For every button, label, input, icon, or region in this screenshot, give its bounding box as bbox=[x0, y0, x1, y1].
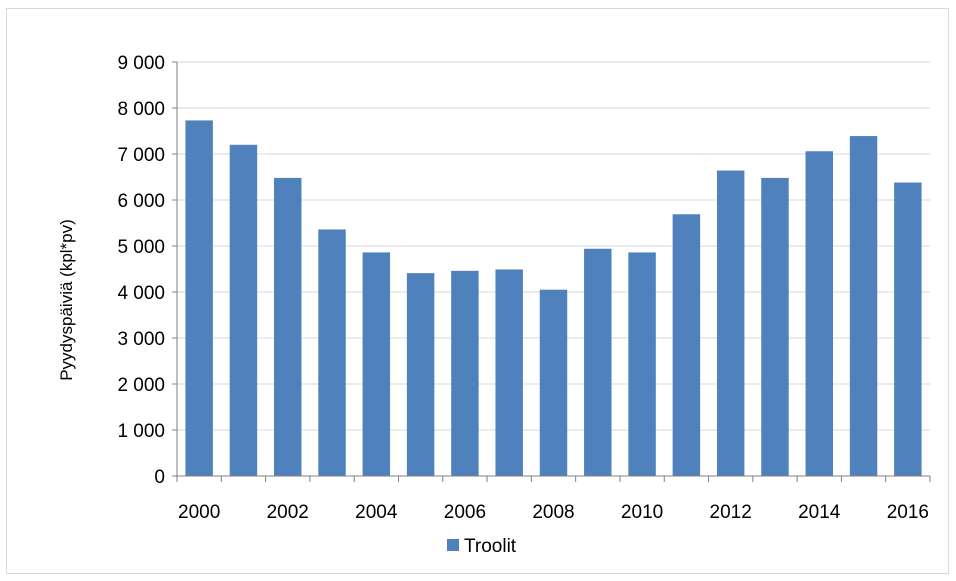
legend-label: Troolit bbox=[464, 536, 517, 557]
y-tick-label: 1 000 bbox=[117, 421, 165, 442]
x-tick-label: 2008 bbox=[532, 502, 574, 523]
bar-2002 bbox=[274, 177, 302, 477]
y-tick-label: 4 000 bbox=[117, 283, 165, 304]
x-tick-label: 2002 bbox=[267, 502, 309, 523]
x-tick-label: 2016 bbox=[887, 502, 929, 523]
bar-2000 bbox=[185, 120, 213, 477]
bar-2005 bbox=[406, 273, 435, 476]
y-tick-label: 8 000 bbox=[117, 99, 165, 120]
x-tick-labels: 2000 2002 2004 2006 2008 2010 2012 2014 2016 bbox=[176, 476, 931, 523]
bar-2008 bbox=[539, 289, 568, 476]
y-tick-label: 5 000 bbox=[117, 237, 165, 258]
y-tick-label: 0 bbox=[154, 467, 165, 488]
gridlines bbox=[177, 61, 930, 431]
x-tick-label: 2010 bbox=[621, 502, 663, 523]
bar-2015 bbox=[849, 136, 878, 476]
x-tick-label: 2012 bbox=[710, 502, 752, 523]
y-tick-label: 9 000 bbox=[117, 53, 165, 74]
bar-2009 bbox=[584, 248, 612, 476]
bar-2016 bbox=[894, 182, 922, 476]
x-tick-label: 2004 bbox=[355, 502, 398, 523]
bar-2003 bbox=[318, 229, 346, 476]
x-tick-label: 2014 bbox=[798, 502, 841, 523]
y-tick-label: 7 000 bbox=[117, 145, 165, 166]
bar-2010 bbox=[628, 252, 656, 476]
bar-2012 bbox=[716, 170, 745, 476]
bar-2006 bbox=[451, 270, 479, 476]
y-tick-labels: 0 1 000 2 000 3 000 4 000 5 000 6 000 7 000 8 00… bbox=[117, 53, 177, 488]
bar-2013 bbox=[761, 177, 789, 477]
axes bbox=[176, 62, 930, 477]
y-axis-label: Pyydyspäiviä (kpl*pv) bbox=[57, 219, 76, 381]
y-tick-label: 2 000 bbox=[117, 375, 165, 396]
bar-2004 bbox=[362, 252, 391, 476]
bar-2001 bbox=[229, 144, 258, 477]
y-tick-label: 6 000 bbox=[117, 191, 165, 212]
bar-2007 bbox=[495, 269, 523, 476]
x-tick-label: 2006 bbox=[444, 502, 486, 523]
legend: Troolit bbox=[447, 536, 517, 557]
y-tick-label: 3 000 bbox=[117, 329, 165, 350]
bar-2014 bbox=[805, 151, 833, 477]
bar-2011 bbox=[672, 214, 701, 476]
legend-swatch bbox=[447, 539, 459, 551]
x-tick-label: 2000 bbox=[178, 502, 220, 523]
bars bbox=[185, 120, 922, 477]
